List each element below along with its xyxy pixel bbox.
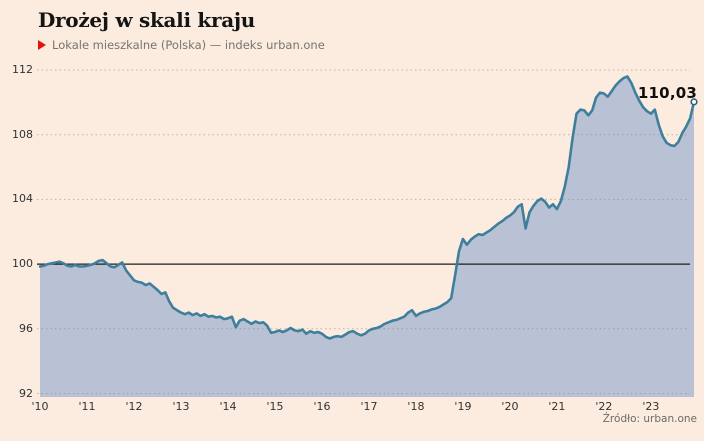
y-axis-label: 104 <box>12 192 33 206</box>
x-axis-label: '18 <box>407 400 425 413</box>
x-axis-label: '19 <box>454 400 472 413</box>
gridlines <box>37 69 690 394</box>
y-axis-label: 96 <box>19 321 33 335</box>
x-axis-label: '23 <box>642 400 660 413</box>
x-axis-label: '17 <box>360 400 378 413</box>
x-axis-label: '11 <box>78 400 96 413</box>
area-fill <box>40 76 694 397</box>
x-axis-label: '13 <box>172 400 190 413</box>
source-note: Źródło: urban.one <box>602 413 697 425</box>
last-point-marker <box>690 98 698 106</box>
x-axis-label: '12 <box>125 400 143 413</box>
y-axis-label: 112 <box>12 63 33 76</box>
triangle-right-icon <box>38 40 46 50</box>
x-axis-label: '22 <box>595 400 613 413</box>
y-axis-label: 92 <box>19 386 33 400</box>
x-axis-label: '16 <box>313 400 331 413</box>
index-line <box>38 75 696 340</box>
last-value-annotation: 110,03 <box>637 84 697 102</box>
y-axis-label: 108 <box>12 127 33 141</box>
x-axis-label: '15 <box>266 400 284 413</box>
chart-title: Drożej w skali kraju <box>38 8 256 32</box>
x-axis-label: '14 <box>219 400 237 413</box>
x-axis-label: '10 <box>31 400 49 413</box>
x-axis-label: '21 <box>548 400 566 413</box>
x-axis-label: '20 <box>501 400 519 413</box>
legend-series-label: Lokale mieszkalne (Polska) — indeks urba… <box>52 38 325 52</box>
y-axis-label: 100 <box>12 257 33 271</box>
legend: Lokale mieszkalne (Polska) — indeks urba… <box>38 38 325 52</box>
